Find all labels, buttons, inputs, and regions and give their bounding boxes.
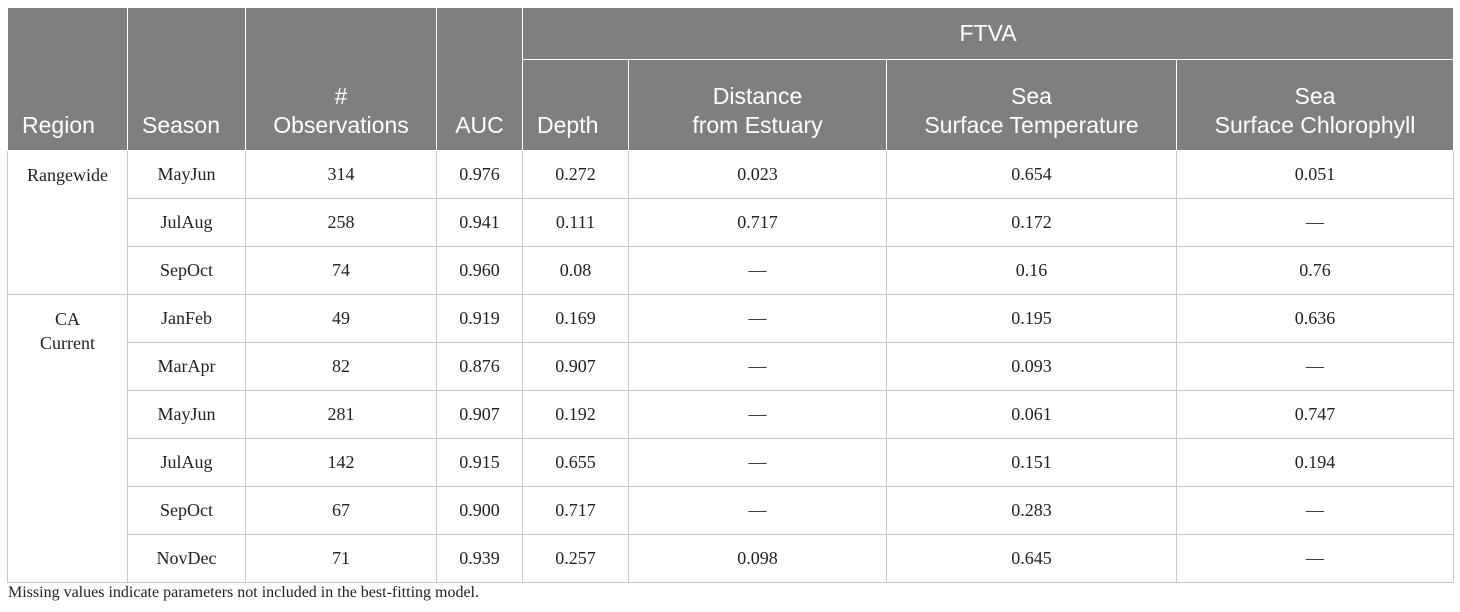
table-row: CA Current JanFeb 49 0.919 0.169 — 0.195… xyxy=(7,294,1455,583)
sst-cell: 0.172 xyxy=(886,198,1177,247)
auc-cell: 0.876 xyxy=(436,342,523,391)
table-row: MarApr 82 0.876 0.907 — 0.093 — xyxy=(8,342,1455,391)
season-cell: SepOct xyxy=(127,246,246,295)
distance-cell: — xyxy=(628,342,887,391)
group-rangewide: Rangewide MayJun 314 0.976 0.272 0.023 0… xyxy=(7,150,1455,295)
observations-cell: 71 xyxy=(245,534,437,583)
sst-cell: 0.093 xyxy=(886,342,1177,391)
observations-cell: 74 xyxy=(245,246,437,295)
depth-cell: 0.655 xyxy=(522,438,629,487)
sst-cell: 0.061 xyxy=(886,390,1177,439)
season-cell: JulAug xyxy=(127,438,246,487)
table-row: SepOct 74 0.960 0.08 — 0.16 0.76 xyxy=(8,246,1455,295)
distance-cell: — xyxy=(628,390,887,439)
header-region: Region xyxy=(7,7,128,151)
auc-cell: 0.900 xyxy=(436,486,523,535)
auc-cell: 0.976 xyxy=(436,150,523,199)
header-distance-line1: Distance xyxy=(712,83,803,109)
observations-cell: 314 xyxy=(245,150,437,199)
table-row: SepOct 67 0.900 0.717 — 0.283 — xyxy=(8,486,1455,535)
depth-cell: 0.192 xyxy=(522,390,629,439)
season-cell: MarApr xyxy=(127,342,246,391)
depth-cell: 0.717 xyxy=(522,486,629,535)
table-row: Rangewide MayJun 314 0.976 0.272 0.023 0… xyxy=(7,150,1455,295)
distance-cell: — xyxy=(628,486,887,535)
sst-cell: 0.16 xyxy=(886,246,1177,295)
depth-cell: 0.272 xyxy=(522,150,629,199)
ssc-cell: 0.76 xyxy=(1175,246,1455,295)
header-depth: Depth xyxy=(522,59,629,151)
table-row: JulAug 258 0.941 0.111 0.717 0.172 — xyxy=(8,198,1455,247)
sst-cell: 0.654 xyxy=(886,150,1177,199)
observations-cell: 82 xyxy=(245,342,437,391)
table-header: Region Season # Observations AUC FTVA De… xyxy=(7,7,1455,151)
header-ftva: FTVA xyxy=(521,7,1455,60)
header-distance: Distance from Estuary xyxy=(628,59,887,151)
distance-cell: — xyxy=(628,438,887,487)
auc-cell: 0.939 xyxy=(436,534,523,583)
region-cell: CA Current xyxy=(7,294,128,583)
auc-cell: 0.907 xyxy=(436,390,523,439)
sst-cell: 0.195 xyxy=(886,294,1177,343)
header-sst-line2: Surface Temperature xyxy=(924,112,1139,138)
header-distance-line2: from Estuary xyxy=(692,112,823,138)
header-observations-line2: Observations xyxy=(273,112,409,138)
sst-cell: 0.283 xyxy=(886,486,1177,535)
observations-cell: 281 xyxy=(245,390,437,439)
header-sst: Sea Surface Temperature xyxy=(886,59,1177,151)
auc-cell: 0.919 xyxy=(436,294,523,343)
observations-cell: 67 xyxy=(245,486,437,535)
depth-cell: 0.169 xyxy=(522,294,629,343)
season-cell: NovDec xyxy=(127,534,246,583)
ssc-cell: 0.747 xyxy=(1175,390,1455,439)
table-row: NovDec 71 0.939 0.257 0.098 0.645 — xyxy=(8,534,1455,583)
ssc-cell: — xyxy=(1175,198,1455,247)
sst-cell: 0.151 xyxy=(886,438,1177,487)
depth-cell: 0.907 xyxy=(522,342,629,391)
season-cell: SepOct xyxy=(127,486,246,535)
header-season: Season xyxy=(127,7,246,151)
depth-cell: 0.08 xyxy=(522,246,629,295)
table-row: MayJun 281 0.907 0.192 — 0.061 0.747 xyxy=(8,390,1455,439)
season-cell: JanFeb xyxy=(127,294,246,343)
results-table: Region Season # Observations AUC FTVA De… xyxy=(7,7,1455,583)
observations-cell: 142 xyxy=(245,438,437,487)
ssc-cell: 0.051 xyxy=(1175,150,1455,199)
header-ssc-line2: Surface Chlorophyll xyxy=(1214,112,1416,138)
ssc-cell: 0.194 xyxy=(1175,438,1455,487)
header-auc: AUC xyxy=(436,7,523,151)
header-ssc-line1: Sea xyxy=(1294,83,1336,109)
table-row: JulAug 142 0.915 0.655 — 0.151 0.194 xyxy=(8,438,1455,487)
group-ca-current: CA Current JanFeb 49 0.919 0.169 — 0.195… xyxy=(7,294,1455,583)
depth-cell: 0.257 xyxy=(522,534,629,583)
header-observations-line1: # xyxy=(334,83,348,109)
distance-cell: 0.717 xyxy=(628,198,887,247)
header-sst-line1: Sea xyxy=(1011,83,1052,109)
auc-cell: 0.960 xyxy=(436,246,523,295)
season-cell: MayJun xyxy=(127,150,246,199)
observations-cell: 49 xyxy=(245,294,437,343)
auc-cell: 0.941 xyxy=(436,198,523,247)
distance-cell: 0.098 xyxy=(628,534,887,583)
region-label-line2: Current xyxy=(40,333,95,353)
distance-cell: — xyxy=(628,246,887,295)
season-cell: MayJun xyxy=(127,390,246,439)
ssc-cell: — xyxy=(1175,534,1455,583)
observations-cell: 258 xyxy=(245,198,437,247)
region-cell: Rangewide xyxy=(7,150,128,295)
distance-cell: 0.023 xyxy=(628,150,887,199)
ssc-cell: — xyxy=(1175,486,1455,535)
header-ssc: Sea Surface Chlorophyll xyxy=(1175,59,1455,151)
sst-cell: 0.645 xyxy=(886,534,1177,583)
table-footnote: Missing values indicate parameters not i… xyxy=(8,584,479,601)
season-cell: JulAug xyxy=(127,198,246,247)
depth-cell: 0.111 xyxy=(522,198,629,247)
ssc-cell: 0.636 xyxy=(1175,294,1455,343)
distance-cell: — xyxy=(628,294,887,343)
header-observations: # Observations xyxy=(245,7,437,151)
region-label-line1: CA xyxy=(54,309,80,329)
auc-cell: 0.915 xyxy=(436,438,523,487)
ssc-cell: — xyxy=(1175,342,1455,391)
region-label: Rangewide xyxy=(27,165,108,185)
